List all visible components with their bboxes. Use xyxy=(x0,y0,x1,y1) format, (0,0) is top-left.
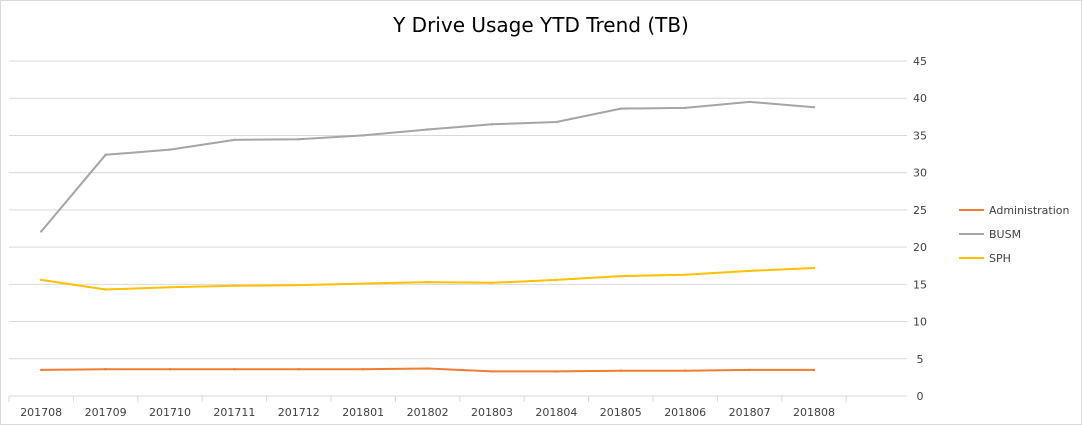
data-point-sph xyxy=(168,286,172,289)
data-point-busm xyxy=(555,120,558,124)
data-point-busm xyxy=(40,230,43,233)
x-tick-label: 201804 xyxy=(535,406,577,419)
data-point-sph xyxy=(40,278,43,282)
data-point-administration xyxy=(748,368,751,372)
y-tick-label: 0 xyxy=(917,390,924,403)
data-point-busm xyxy=(362,134,365,137)
legend-label-administration: Administration xyxy=(989,204,1070,217)
data-point-administration xyxy=(168,368,172,371)
data-point-administration xyxy=(297,368,300,371)
x-tick-label: 201806 xyxy=(664,406,706,419)
data-point-sph xyxy=(812,266,816,270)
series-line-busm xyxy=(40,100,815,233)
data-point-busm xyxy=(490,123,494,126)
data-point-sph xyxy=(490,281,494,285)
y-tick-label: 45 xyxy=(913,55,927,68)
data-point-sph xyxy=(297,283,300,287)
x-tick-label: 201708 xyxy=(20,406,62,419)
data-point-sph xyxy=(748,269,751,273)
legend-label-sph: SPH xyxy=(989,252,1011,265)
x-tick-label: 201801 xyxy=(342,406,384,419)
data-point-busm xyxy=(426,128,429,131)
series-line-sph xyxy=(41,267,815,291)
x-tick-label: 201807 xyxy=(729,406,771,419)
y-tick-label: 30 xyxy=(913,167,927,180)
data-point-busm xyxy=(748,100,751,104)
data-point-sph xyxy=(684,273,687,276)
data-point-administration xyxy=(812,368,816,372)
data-point-sph xyxy=(104,288,107,291)
data-point-administration xyxy=(233,368,236,371)
chart-title: Y Drive Usage YTD Trend (TB) xyxy=(393,13,689,37)
x-tick-label: 201711 xyxy=(213,406,255,419)
data-point-administration xyxy=(104,368,107,371)
x-tick-label: 201709 xyxy=(85,406,127,419)
y-tick-label: 35 xyxy=(913,129,927,142)
data-point-sph xyxy=(426,280,429,284)
data-point-busm xyxy=(619,107,622,110)
x-tick-label: 201803 xyxy=(471,406,513,419)
x-tick-label: 201808 xyxy=(793,406,835,419)
data-point-busm xyxy=(812,105,816,109)
y-tick-label: 40 xyxy=(913,92,927,105)
y-tick-label: 15 xyxy=(913,278,927,291)
y-tick-label: 10 xyxy=(913,316,927,329)
x-tick-label: 201802 xyxy=(407,406,449,419)
data-point-administration xyxy=(362,368,365,371)
x-tick-label: 201710 xyxy=(149,406,191,419)
data-point-busm xyxy=(233,138,236,142)
data-point-sph xyxy=(362,282,365,285)
data-point-busm xyxy=(297,137,300,141)
y-tick-label: 20 xyxy=(913,241,927,254)
data-point-administration xyxy=(426,367,429,370)
x-tick-label: 201712 xyxy=(278,406,320,419)
data-point-sph xyxy=(233,284,236,288)
data-point-busm xyxy=(684,106,687,110)
data-point-administration xyxy=(40,368,43,372)
data-point-administration xyxy=(490,370,494,373)
x-tick-label: 201805 xyxy=(600,406,642,419)
data-point-busm xyxy=(168,148,172,151)
data-point-sph xyxy=(555,278,558,282)
data-point-sph xyxy=(619,274,622,278)
y-tick-label: 5 xyxy=(917,353,924,366)
data-point-administration xyxy=(684,369,687,372)
y-tick-label: 25 xyxy=(913,204,927,217)
data-point-busm xyxy=(104,153,107,156)
legend-label-busm: BUSM xyxy=(989,228,1021,241)
data-point-administration xyxy=(555,370,558,373)
data-point-administration xyxy=(619,369,622,372)
